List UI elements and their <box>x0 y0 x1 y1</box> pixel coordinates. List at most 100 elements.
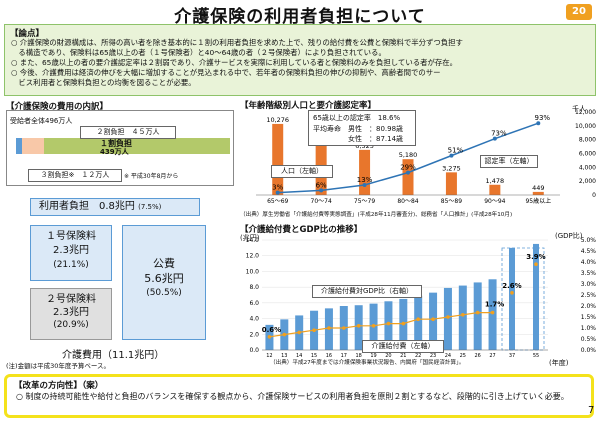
age-rate-point <box>275 190 280 195</box>
age-pop-label: 3,275 <box>442 164 461 172</box>
age-y-tick: 6,000 <box>579 151 596 158</box>
gdp-pct-point <box>356 324 361 328</box>
gdp-cost-bar <box>384 301 393 350</box>
summary-bullet: ○ 介護保険の財源構成は、所得の高い者を除き基本的に１割の利用者負担を求めた上で… <box>11 38 463 47</box>
gdp-pct-point <box>312 328 316 333</box>
gdp-pct-point <box>431 317 435 322</box>
ins2-value: 2.3兆円 <box>53 307 89 318</box>
age-x-tick: 90〜94 <box>484 198 505 205</box>
ins1-label: １号保険料 <box>46 231 96 242</box>
age-pop-label: 10,276 <box>266 116 289 124</box>
summary-heading: 【論点】 <box>10 29 45 39</box>
age-rate-point <box>449 153 454 158</box>
gdp-y2-tick: 5.0% <box>581 237 597 244</box>
gdp-cost-bar <box>429 292 438 350</box>
age-x-tick: 70〜74 <box>311 198 332 205</box>
cost-footnote: (注)金額は平成30年度予算ベース。 <box>6 362 111 370</box>
gdp-cost-bar <box>458 285 467 350</box>
age-y-tick: 8,000 <box>579 137 596 144</box>
age-x-tick: 80〜84 <box>397 198 418 205</box>
total-label: 介護費用（11.1兆円） <box>62 350 165 361</box>
gdp-source: （出典）平成27年度までは介護保険事業状況報告、内閣府「国民経済計算」。 <box>270 360 465 366</box>
gdp-y2-tick: 4.0% <box>581 259 597 266</box>
gdp-y-tick: 12.0 <box>246 253 260 260</box>
gdp-y-tick: 4.0 <box>249 316 259 323</box>
ins2-pct: (20.9%) <box>53 320 89 330</box>
gdp-x-tick: 37 <box>509 353 515 359</box>
gdp-y2-tick: 2.5% <box>581 292 597 299</box>
age-rate-label: 3% <box>272 184 283 192</box>
gdp-x-tick: 20 <box>385 353 391 359</box>
age-pop-bar <box>532 191 544 195</box>
gdp-label: 介護給付費対GDP比（右軸） <box>312 285 422 298</box>
rate-label: 認定率（左軸） <box>480 155 538 168</box>
age-chart-heading: 【年齢階級別人口と要介護認定率】 <box>240 101 377 111</box>
summary-bullet: る構造であり、保険料は65歳以上の者（１号保険者）と40〜64歳の者（２号保険者… <box>11 48 386 57</box>
ins1-box: １号保険料 2.3兆円 (21.1%) <box>30 225 112 281</box>
gdp-x-tick: 22 <box>415 353 421 359</box>
gdp-pct-point <box>534 262 538 267</box>
gdp-pct-point <box>446 315 450 319</box>
gdp-x-tick: 21 <box>400 353 406 359</box>
gdp-cost-bar <box>443 287 452 350</box>
gdp-x-tick: 14 <box>296 353 302 359</box>
gdp-y2-tick: 0.0% <box>581 347 597 354</box>
age-rate-point <box>362 182 367 187</box>
user-burden-label: 利用者負担 0.8兆円 <box>39 201 135 212</box>
gdp-pct-point <box>267 335 272 339</box>
gdp-pct-line <box>269 312 493 338</box>
age-y-tick: 0 <box>592 192 596 199</box>
pct2-segment <box>22 138 44 154</box>
direction-text: ○ 制度の持続可能性や給付と負担のバランスを確保する観点から、介護保険サービスの… <box>16 392 569 401</box>
gdp-y2-tick: 4.5% <box>581 248 597 255</box>
ins2-box: ２号保険料 2.3兆円 (20.9%) <box>30 288 112 340</box>
age-pop-label: 5,180 <box>399 151 418 159</box>
gdp-x-tick: 18 <box>356 353 362 359</box>
ins1-pct: (21.1%) <box>53 260 89 270</box>
direction-box: 【改革の方向性】（案） ○ 制度の持続可能性や給付と負担のバランスを確保する観点… <box>4 374 594 418</box>
gdp-x-tick: 23 <box>430 353 436 359</box>
gdp-y-tick: 2.0 <box>249 331 259 338</box>
gdp-y2-tick: 1.0% <box>581 325 597 332</box>
age-pop-bar <box>489 184 501 195</box>
gdp-pct-point <box>342 326 346 330</box>
age-y-tick: 2,000 <box>579 178 596 185</box>
age-rate-label: 73% <box>491 130 507 138</box>
age-pop-bar <box>359 149 371 195</box>
gdp-pct-start: 0.6% <box>262 326 281 334</box>
gdp-pct-point <box>282 332 287 337</box>
age-pop-bar <box>272 123 284 195</box>
gdp-cost-bar <box>509 247 515 350</box>
age-pop-label: 449 <box>532 184 544 192</box>
age-y-tick: 12,000 <box>575 109 596 116</box>
cost-label: 介護給付費（左軸） <box>362 340 444 353</box>
gdp-y2-tick: 2.0% <box>581 303 597 310</box>
page-number: 7 <box>588 405 595 416</box>
pop-label: 人口（左軸） <box>271 165 333 178</box>
gdp-x-tick: 15 <box>311 353 317 359</box>
gdp-x-tick: 13 <box>281 353 287 359</box>
public-label: 公費 <box>153 257 175 270</box>
public-pct: (50.5%) <box>146 288 182 298</box>
gdp-pct-point <box>386 321 391 326</box>
gdp-y-tick: 0.0 <box>249 347 259 354</box>
age-rate-point <box>536 121 541 126</box>
ins2-label: ２号保険料 <box>46 294 96 305</box>
age-rate-point <box>492 136 497 141</box>
age-rate-point <box>319 188 324 193</box>
summary-bullet: ビス利用者と保険料負担との均衡を図ることが必要。 <box>11 78 196 87</box>
age-y-tick: 10,000 <box>575 123 596 130</box>
gdp-pct-point <box>416 317 420 322</box>
gdp-y2-tick: 0.5% <box>581 336 597 343</box>
age-x-tick: 75〜79 <box>354 198 375 205</box>
public-value: 5.6兆円 <box>144 272 184 285</box>
age-legend-male: 平均寿命 男性 ：80.98歳 <box>313 124 404 133</box>
age-unit: 千人 <box>572 105 586 113</box>
gdp-x-tick: 25 <box>460 353 466 359</box>
age-rate-point <box>406 170 410 175</box>
gdp-pct-point <box>461 313 465 317</box>
gdp-x-tick: 24 <box>445 353 451 359</box>
age-pop-bar <box>445 172 457 195</box>
gdp-pct-point <box>297 330 301 335</box>
gdp-cost-bar <box>533 243 539 350</box>
